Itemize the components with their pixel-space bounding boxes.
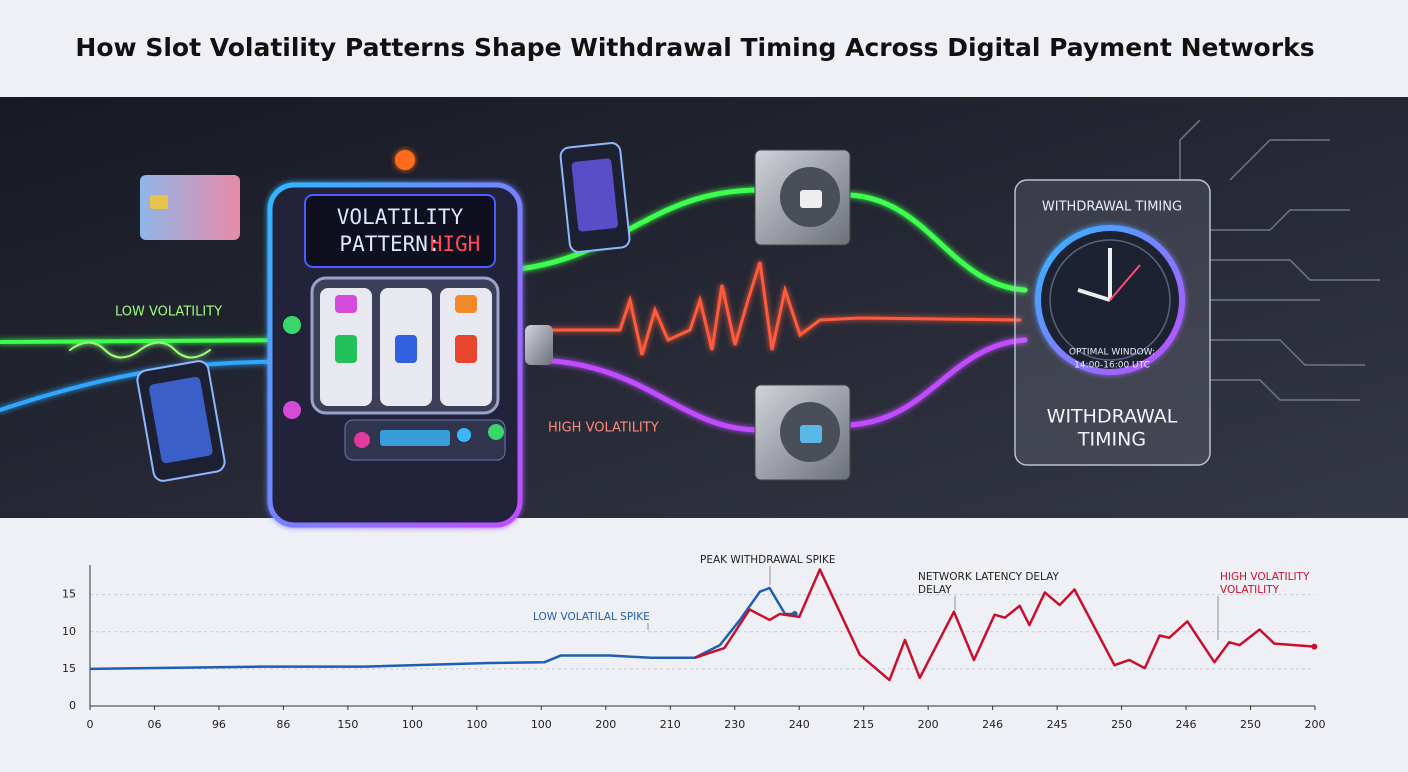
annotation-text: VOLATILITY (1220, 584, 1280, 596)
series-line (694, 568, 1315, 682)
x-tick-label: 96 (212, 718, 226, 731)
x-tick-label: 100 (402, 718, 423, 731)
series-end-dot (1311, 643, 1318, 650)
low-volatility-label: LOW VOLATILITY (115, 305, 222, 320)
x-tick-label: 240 (789, 718, 810, 731)
x-tick-label: 215 (853, 718, 874, 731)
green-line-b (847, 192, 1028, 293)
annotation-text: LOW VOLATILAL SPIKE (533, 611, 650, 623)
x-tick-label: 210 (660, 718, 681, 731)
panel-big1: WITHDRAWAL (1047, 406, 1178, 428)
series-line (89, 586, 795, 671)
green-line (507, 187, 763, 273)
x-tick-label: 246 (1176, 718, 1197, 731)
phone-left-screen (149, 376, 213, 464)
annotation-text: DELAY (918, 584, 952, 596)
x-tick-label: 100 (531, 718, 552, 731)
x-tick-label: 230 (724, 718, 745, 731)
illustration: VOLATILITY PATTERN: HIGH LOW VOLATILITY … (0, 97, 1408, 528)
screen-line2: PATTERN: (339, 232, 440, 256)
y-tick-label: 0 (69, 699, 76, 712)
circuit-lines (1179, 119, 1380, 401)
x-tick-label: 200 (918, 718, 939, 731)
slot-machine (267, 150, 553, 528)
panel-header: WITHDRAWAL TIMING (1042, 200, 1182, 215)
annotation-text: NETWORK LATENCY DELAY (918, 571, 1060, 583)
y-tick-label: 15 (62, 662, 76, 675)
x-tick-label: 100 (466, 718, 487, 731)
pulse-line (538, 261, 1022, 356)
x-tick-label: 250 (1240, 718, 1261, 731)
panel-big2: TIMING (1077, 429, 1146, 451)
annotation-text: PEAK WITHDRAWAL SPIKE (700, 554, 836, 566)
x-tick-label: 200 (595, 718, 616, 731)
x-tick-label: 245 (1047, 718, 1068, 731)
page-title: How Slot Volatility Patterns Shape Withd… (75, 33, 1314, 62)
phone-screen (571, 158, 618, 232)
x-tick-label: 150 (337, 718, 358, 731)
card-chip (150, 195, 168, 209)
purple-line (537, 357, 763, 433)
low-line (0, 338, 302, 344)
x-tick-label: 246 (982, 718, 1003, 731)
annotation-text: HIGH VOLATILITY (1220, 571, 1310, 583)
y-tick-label: 10 (62, 625, 76, 638)
window-line2: 14:00-16:00 UTC (1074, 361, 1150, 371)
x-tick-label: 86 (276, 718, 290, 731)
credit-card (140, 175, 240, 240)
header-band (0, 0, 1408, 97)
screen-line1: VOLATILITY (337, 205, 464, 229)
purple-line-b (847, 337, 1028, 428)
x-tick-label: 200 (1305, 718, 1326, 731)
low-wave (69, 341, 211, 359)
window-line1: OPTIMAL WINDOW: (1069, 348, 1155, 358)
timing-panel (1014, 179, 1211, 466)
vaults (754, 149, 851, 481)
high-volatility-label: HIGH VOLATILITY (548, 421, 659, 436)
x-tick-label: 06 (147, 718, 161, 731)
x-tick-label: 0 (87, 718, 94, 731)
y-tick-label: 15 (62, 588, 76, 601)
screen-accent: HIGH (430, 232, 481, 256)
x-tick-label: 250 (1111, 718, 1132, 731)
